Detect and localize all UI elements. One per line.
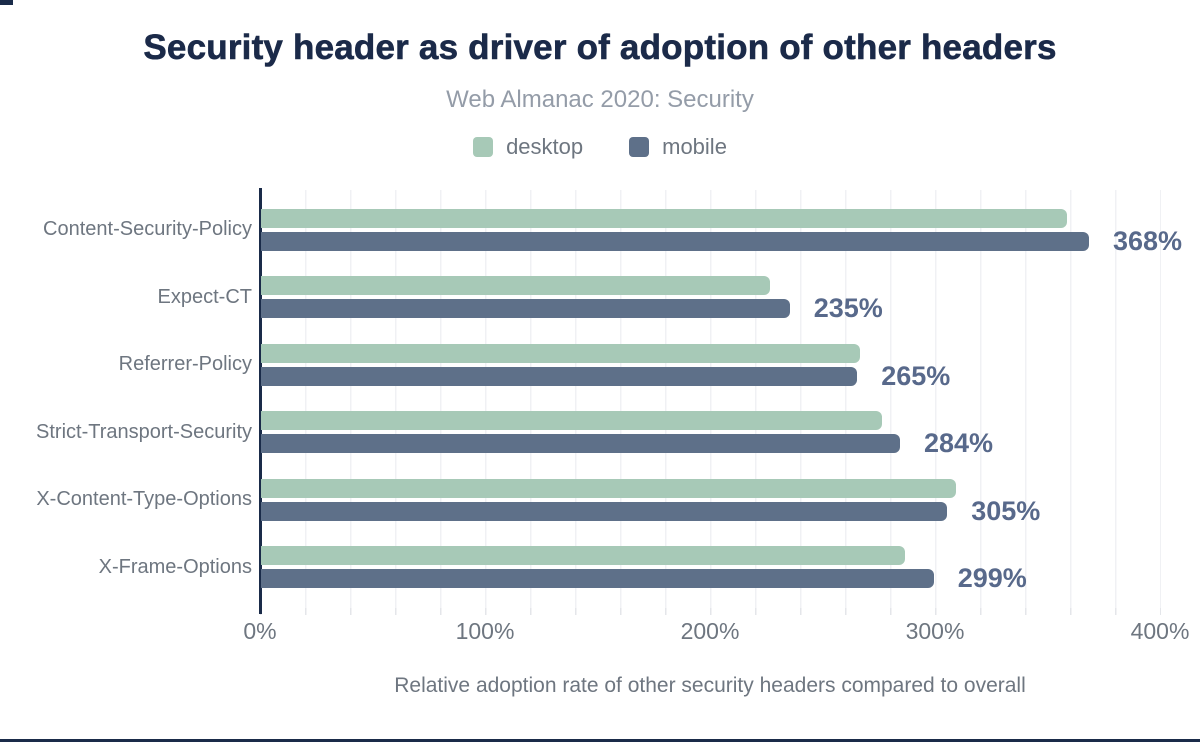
bar-desktop-referrer-policy: [261, 343, 860, 363]
bar-mobile-strict-transport-security: [261, 434, 900, 454]
x-axis-title: Relative adoption rate of other security…: [394, 674, 1026, 697]
value-label-x-frame-options: 299%: [957, 563, 1027, 594]
bar-row-referrer-policy: Referrer-Policy 265%: [0, 331, 1200, 399]
bar-desktop-strict-transport-security: [261, 411, 882, 431]
value-label-referrer-policy: 265%: [881, 360, 951, 391]
bar-desktop-content-security-policy: [261, 208, 1067, 228]
desktop-swatch-icon: [473, 137, 494, 157]
value-label-content-security-policy: 368%: [1113, 225, 1183, 256]
legend-label-mobile: mobile: [662, 134, 727, 159]
bar-line-expect-ct: 235%: [261, 293, 1161, 324]
bottom-border: [0, 739, 1200, 742]
bar-desktop-x-content-type-options: [261, 478, 957, 498]
category-label-x-content-type-options: X-Content-Type-Options: [36, 488, 252, 511]
legend: desktop mobile: [0, 134, 1200, 160]
bar-row-x-frame-options: X-Frame-Options 299%: [0, 534, 1200, 602]
bar-row-content-security-policy: Content-Security-Policy 368%: [0, 196, 1200, 264]
gridlines: [260, 190, 1161, 608]
x-tick-0: 0%: [243, 618, 277, 644]
category-label-x-frame-options: X-Frame-Options: [98, 555, 252, 578]
x-tick-300: 300%: [905, 618, 965, 644]
bar-mobile-content-security-policy: [261, 231, 1089, 251]
category-label-expect-ct: Expect-CT: [157, 285, 252, 308]
chart-title: Security header as driver of adoption of…: [143, 28, 1057, 68]
bar-line-content-security-policy: 368%: [261, 227, 1182, 254]
bar-row-expect-ct: Expect-CT 235%: [0, 264, 1200, 332]
bar-line-x-frame-options: 299%: [261, 563, 1161, 594]
bar-desktop-x-frame-options: [261, 546, 905, 566]
bar-mobile-x-content-type-options: [261, 501, 948, 521]
bar-desktop-expect-ct: [261, 276, 770, 296]
value-label-x-content-type-options: 305%: [971, 495, 1041, 526]
value-label-expect-ct: 235%: [813, 293, 883, 324]
legend-item-desktop[interactable]: desktop: [473, 134, 583, 160]
bar-group-strict-transport-security: 284%: [261, 411, 1161, 459]
corner-mark: [0, 0, 13, 5]
bar-line-strict-transport-security: 284%: [261, 428, 1161, 459]
bar-line-x-content-type-options: 305%: [261, 495, 1161, 526]
y-axis-line: [259, 188, 262, 614]
legend-item-mobile[interactable]: mobile: [629, 134, 727, 160]
bar-group-x-frame-options: 299%: [261, 546, 1161, 594]
category-label-referrer-policy: Referrer-Policy: [118, 353, 252, 376]
category-label-content-security-policy: Content-Security-Policy: [43, 218, 252, 241]
bar-row-x-content-type-options: X-Content-Type-Options 305%: [0, 466, 1200, 534]
bar-rows: Content-Security-Policy 368% Expect-CT 235%…: [0, 196, 1200, 601]
bar-group-expect-ct: 235%: [261, 276, 1161, 324]
bar-group-referrer-policy: 265%: [261, 343, 1161, 391]
bar-line-referrer-policy: 265%: [261, 360, 1161, 391]
bar-row-strict-transport-security: Strict-Transport-Security 284%: [0, 399, 1200, 467]
value-label-strict-transport-security: 284%: [924, 428, 994, 459]
chart-subtitle: Web Almanac 2020: Security: [446, 86, 754, 113]
bar-mobile-referrer-policy: [261, 366, 858, 386]
x-tick-100: 100%: [455, 618, 515, 644]
bar-group-content-security-policy: 368%: [261, 208, 1182, 254]
bar-group-x-content-type-options: 305%: [261, 478, 1161, 526]
x-tick-400: 400%: [1130, 618, 1190, 644]
axis-tick-marks: [260, 608, 1161, 615]
mobile-swatch-icon: [629, 137, 650, 157]
legend-label-desktop: desktop: [506, 134, 584, 159]
category-label-strict-transport-security: Strict-Transport-Security: [36, 420, 252, 443]
x-axis-tick-labels: 0% 100% 200% 300% 400%: [0, 618, 1200, 648]
bar-mobile-x-frame-options: [261, 569, 934, 589]
x-tick-200: 200%: [680, 618, 740, 644]
bar-mobile-expect-ct: [261, 299, 790, 319]
